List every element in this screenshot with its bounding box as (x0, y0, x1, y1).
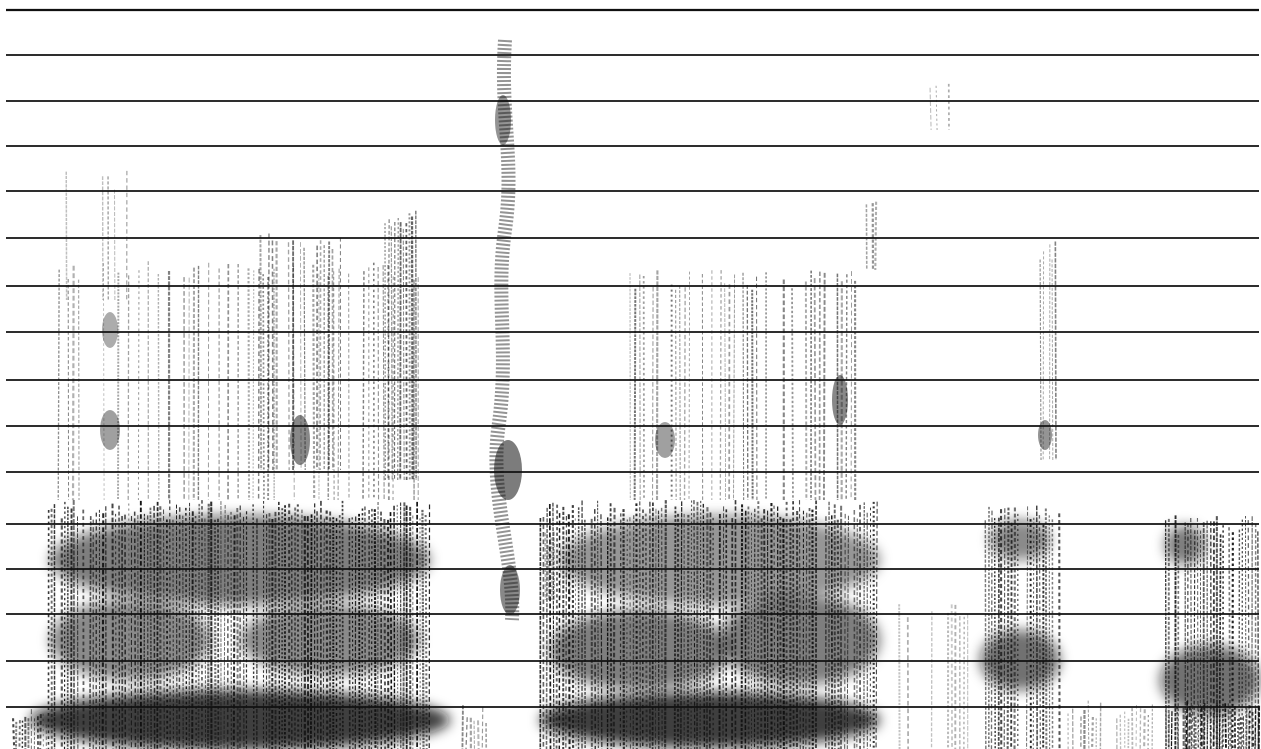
formant-blob (102, 312, 118, 348)
formant-blob (290, 415, 310, 465)
formant-blob (655, 422, 675, 458)
voice-striation-band (865, 201, 878, 271)
voice-striation-band (984, 505, 1061, 749)
formant-blob (495, 95, 511, 145)
voice-striation-band (12, 709, 47, 749)
formant-blob (500, 565, 520, 615)
voice-striation-band (929, 83, 950, 131)
voice-striation-band (47, 500, 431, 749)
voice-striation-band (1067, 700, 1153, 749)
vertical-streak (489, 39, 520, 621)
spectrogram-marks (12, 39, 1261, 749)
formant-blob (494, 440, 522, 500)
voice-striation-band (898, 604, 969, 749)
formant-blob (1038, 420, 1052, 450)
voice-striation-band (539, 500, 878, 749)
formant-blob (100, 410, 120, 450)
voice-striation-band (629, 270, 857, 501)
horizontal-grid-lines (6, 8, 1259, 708)
voice-striation-band (1165, 701, 1261, 749)
formant-shade (1165, 525, 1205, 565)
formant-blob (832, 375, 848, 425)
voice-striation-band (384, 210, 417, 481)
voice-striation-band (461, 705, 488, 749)
